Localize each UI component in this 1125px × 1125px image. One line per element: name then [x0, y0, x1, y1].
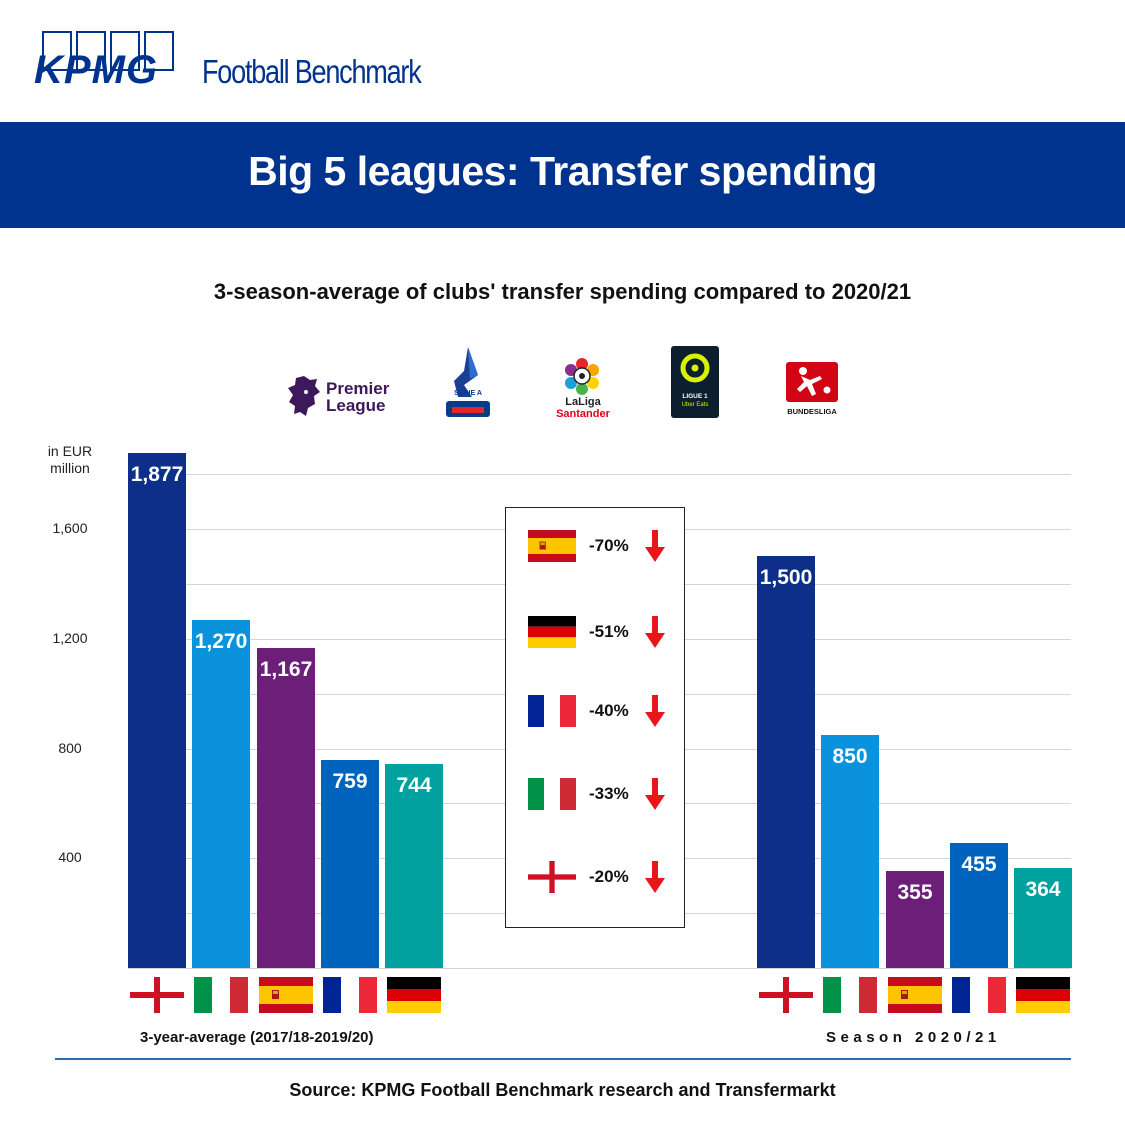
group-caption-3-year-average: 3-year-average (2017/18-2019/20)	[140, 1029, 374, 1046]
flag-spain-icon	[259, 977, 313, 1013]
change-percent: -40%	[589, 701, 629, 720]
product-name: Football Benchmark	[202, 53, 422, 90]
source-note: Source: KPMG Football Benchmark research…	[289, 1080, 836, 1100]
bar-spain-3-year-average: 1,167	[257, 648, 315, 968]
bar-germany-season-2020-21: 364	[1014, 868, 1072, 968]
serie-a-logo: SERIE A	[454, 390, 482, 397]
change-summary-box: -70% -51% -40% -33% -20%	[505, 507, 685, 928]
ligue1-logo-icon	[671, 346, 719, 418]
flag-germany-icon	[528, 616, 576, 648]
title-banner: Big 5 leagues: Transfer spending	[0, 122, 1125, 228]
baseline	[128, 968, 1071, 969]
y-tick-label: 1,600	[52, 520, 88, 536]
kpmg-logo-boxes	[42, 31, 174, 71]
laliga-ball-icon	[565, 358, 599, 395]
change-percent: -51%	[589, 622, 629, 641]
flag-france-icon	[528, 695, 576, 727]
premier-league-lion-icon	[288, 376, 320, 416]
flag-germany-icon	[1016, 977, 1070, 1013]
bar-value-label: 1,270	[194, 630, 248, 653]
y-axis-label: in EUR million	[47, 443, 93, 476]
flag-italy-icon	[528, 778, 576, 810]
bar-value-label: 1,877	[130, 463, 184, 486]
kpmg-logo: KPMG	[34, 48, 158, 92]
down-arrow-icon	[645, 695, 665, 727]
bar-value-label: 455	[961, 853, 997, 876]
premier-league-line-1: Premier	[326, 379, 390, 398]
bundesliga-logo: BUNDESLIGA	[787, 407, 837, 416]
y-tick-label: 1,200	[52, 630, 88, 646]
bar-value-label: 1,167	[259, 658, 313, 681]
change-percent: -70%	[589, 536, 629, 555]
flag-spain-icon	[528, 530, 576, 562]
serie-a-logo-icon	[446, 347, 490, 417]
bar-spain-season-2020-21: 355	[886, 871, 944, 968]
flag-germany-icon	[387, 977, 441, 1013]
change-percent: -33%	[589, 784, 629, 803]
change-row-italy: -33%	[506, 776, 686, 816]
premier-league-logo: Premier League	[326, 380, 389, 414]
down-arrow-icon	[645, 778, 665, 810]
laliga-logo-line-2: Santander	[556, 408, 610, 420]
group-caption-season-2020-21: Season 2020/21	[826, 1029, 1001, 1046]
flag-italy-icon	[823, 977, 877, 1013]
flag-england-icon	[528, 861, 576, 893]
bar-italy-season-2020-21: 850	[821, 735, 879, 968]
bar-italy-3-year-average: 1,270	[192, 620, 250, 968]
change-row-france: -40%	[506, 693, 686, 733]
premier-league-line-2: League	[326, 396, 386, 415]
footer-divider	[55, 1058, 1071, 1060]
ligue1-logo-line-2: Uber Eats	[681, 402, 709, 408]
flag-italy-icon	[194, 977, 248, 1013]
page-title: Big 5 leagues: Transfer spending	[248, 148, 877, 194]
flag-spain-icon	[888, 977, 942, 1013]
bundesliga-player-icon	[786, 362, 838, 402]
y-tick-label: 400	[58, 849, 82, 865]
ligue1-logo-line-1: LIGUE 1	[682, 393, 708, 400]
bar-value-label: 355	[897, 881, 933, 904]
bar-england-season-2020-21: 1,500	[757, 556, 815, 968]
flag-france-icon	[323, 977, 377, 1013]
brand-header: KPMG Football Benchmark	[0, 0, 1125, 120]
flag-france-icon	[952, 977, 1006, 1013]
bar-germany-3-year-average: 744	[385, 764, 443, 968]
bar-france-3-year-average: 759	[321, 760, 379, 968]
change-row-germany: -51%	[506, 614, 686, 654]
change-percent: -20%	[589, 867, 629, 886]
change-row-spain: -70%	[506, 528, 686, 568]
down-arrow-icon	[645, 530, 665, 562]
bar-value-label: 364	[1025, 878, 1061, 901]
gridline	[128, 474, 1071, 475]
flag-england-icon	[130, 977, 184, 1013]
y-tick-label: 800	[58, 740, 82, 756]
bar-value-label: 1,500	[759, 566, 813, 589]
bar-france-season-2020-21: 455	[950, 843, 1008, 968]
chart-subtitle: 3-season-average of clubs' transfer spen…	[213, 279, 912, 304]
bar-england-3-year-average: 1,877	[128, 453, 186, 968]
laliga-logo-line-1: LaLiga	[565, 396, 601, 408]
change-row-england: -20%	[506, 859, 686, 899]
down-arrow-icon	[645, 616, 665, 648]
bar-value-label: 850	[832, 745, 868, 768]
flag-england-icon	[759, 977, 813, 1013]
bar-value-label: 759	[332, 770, 368, 793]
bar-value-label: 744	[396, 774, 432, 797]
down-arrow-icon	[645, 861, 665, 893]
